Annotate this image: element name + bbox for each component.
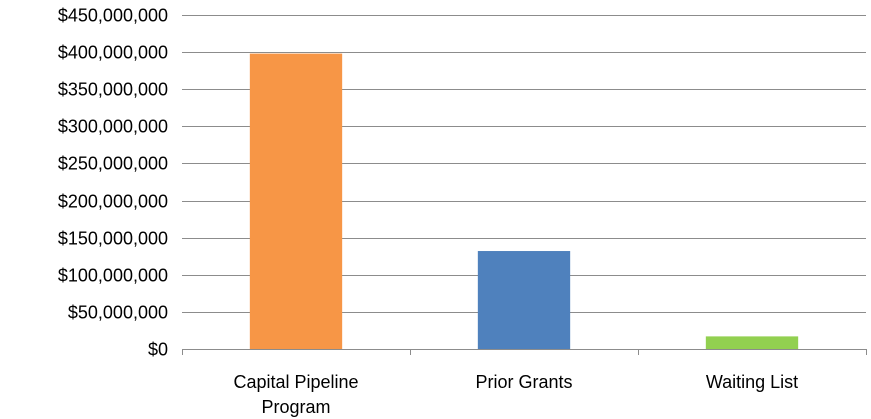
y-tick-label: $450,000,000 bbox=[58, 6, 168, 26]
x-category-label: Prior Grants bbox=[475, 372, 572, 392]
y-tick-label: $150,000,000 bbox=[58, 229, 168, 249]
x-category-label: Waiting List bbox=[706, 372, 798, 392]
bar bbox=[477, 251, 571, 349]
y-tick-label: $400,000,000 bbox=[58, 43, 168, 63]
x-category-label-line: Program bbox=[261, 397, 330, 417]
x-category-label-line: Prior Grants bbox=[475, 372, 572, 392]
y-tick-label: $200,000,000 bbox=[58, 192, 168, 212]
y-tick-label: $100,000,000 bbox=[58, 266, 168, 286]
x-axis-category-labels: Capital Pipeline Program Prior Grants Waiti… bbox=[233, 372, 798, 417]
y-tick-label: $250,000,000 bbox=[58, 154, 168, 174]
x-axis bbox=[182, 349, 867, 355]
bars bbox=[249, 53, 799, 350]
y-tick-label: $350,000,000 bbox=[58, 80, 168, 100]
x-category-label-line: Waiting List bbox=[706, 372, 798, 392]
bar bbox=[705, 336, 799, 349]
y-tick-label: $0 bbox=[148, 340, 168, 360]
y-tick-label: $50,000,000 bbox=[68, 303, 168, 323]
y-axis-tick-labels: $0 $50,000,000 $100,000,000 $150,000,000 $20… bbox=[58, 6, 168, 360]
bar bbox=[249, 53, 343, 350]
x-category-label: Capital Pipeline Program bbox=[233, 372, 358, 417]
y-tick-label: $300,000,000 bbox=[58, 117, 168, 137]
x-category-label-line: Capital Pipeline bbox=[233, 372, 358, 392]
